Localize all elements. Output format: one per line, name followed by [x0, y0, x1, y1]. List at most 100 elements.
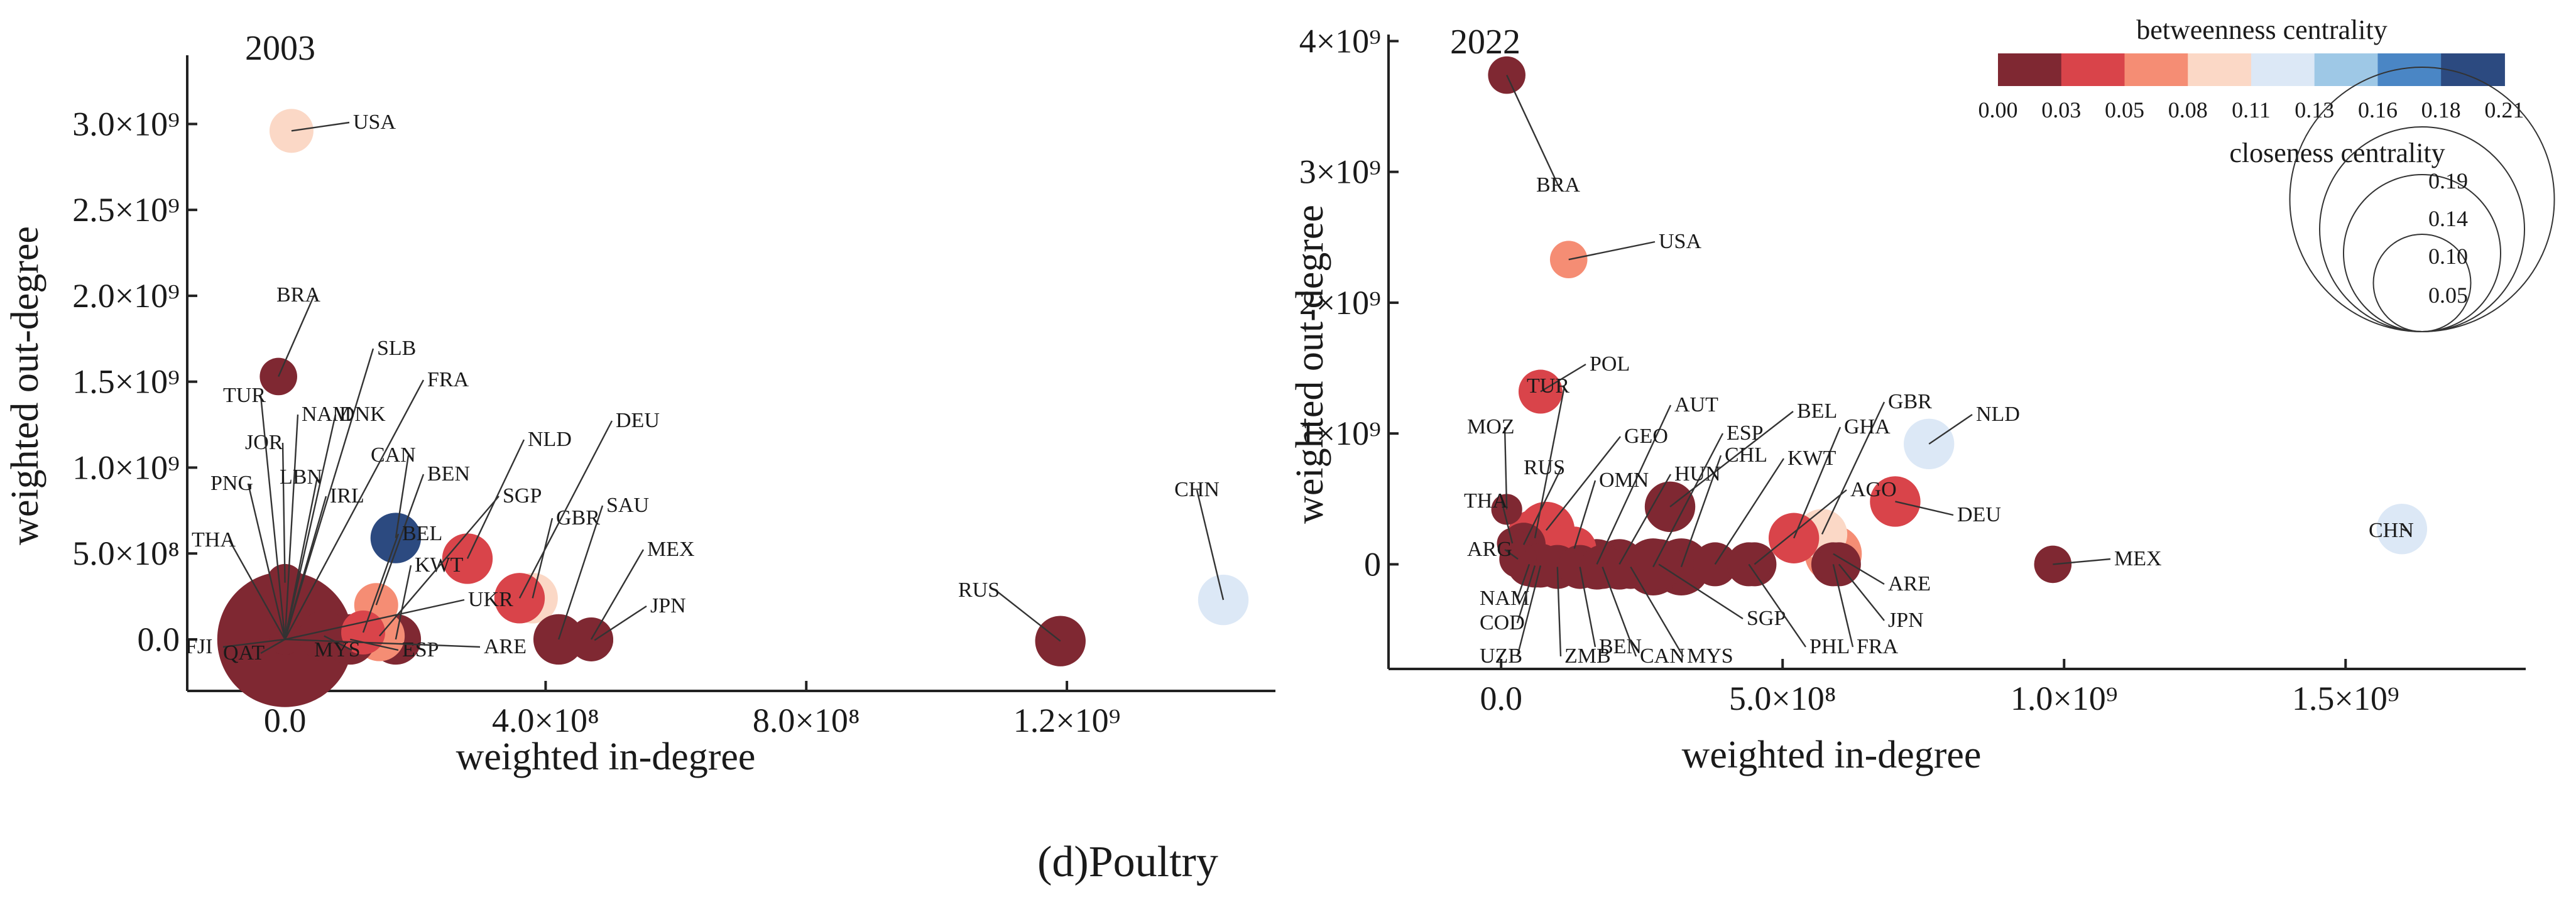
- point-label-ukr: UKR: [468, 588, 513, 611]
- point-label-are: ARE: [484, 635, 527, 658]
- legend-swatch: [2377, 53, 2442, 86]
- y-axis-title: weighted out-degree: [1289, 205, 1331, 524]
- leader-line-jor: [281, 442, 286, 583]
- x-axis-title: weighted in-degree: [1682, 734, 1982, 776]
- point-label-ago: AGO: [1850, 478, 1897, 501]
- betweenness-tick-label: 0.16: [2358, 97, 2398, 122]
- point-label-bra: BRA: [276, 283, 320, 307]
- leader-line-nam: [284, 414, 299, 640]
- bubble-usa: [1549, 241, 1588, 278]
- leader-line-gha: [1793, 426, 1842, 539]
- point-label-arg: ARG: [1467, 538, 1512, 561]
- betweenness-tick-label: 0.18: [2421, 97, 2461, 122]
- point-label-zmb: ZMB: [1564, 644, 1611, 668]
- figure-caption: (d)Poultry: [1037, 838, 1218, 886]
- point-label-jpn: JPN: [650, 594, 686, 617]
- closeness-tick-label: 0.05: [2428, 283, 2468, 308]
- point-label-are: ARE: [1888, 572, 1931, 595]
- panel-title: 2003: [245, 29, 315, 68]
- point-label-esp: ESP: [1727, 421, 1764, 445]
- panel-title: 2022: [1450, 23, 1520, 62]
- point-label-nld: NLD: [1976, 403, 2020, 426]
- closeness-tick-label: 0.10: [2428, 244, 2468, 269]
- leader-line-bel: [362, 533, 400, 633]
- leader-line-hun: [1618, 474, 1672, 565]
- point-label-sau: SAU: [606, 494, 649, 517]
- closeness-tick-label: 0.14: [2428, 206, 2468, 231]
- leader-line-usa: [291, 121, 350, 132]
- point-label-pol: POL: [1590, 352, 1630, 376]
- point-label-ben: BEN: [427, 462, 470, 486]
- leader-line-can: [395, 455, 410, 538]
- point-label-sgp: SGP: [1747, 607, 1786, 630]
- point-label-dnk: DNK: [339, 403, 386, 426]
- leader-line-arg: [1504, 549, 1519, 560]
- legend-swatch: [2061, 53, 2126, 86]
- closeness-legend-title: closeness centrality: [2229, 138, 2445, 168]
- leader-line-omn: [1573, 480, 1596, 549]
- y-tick-label: 3×10⁹: [1299, 153, 1381, 191]
- leader-line-deu: [518, 420, 613, 599]
- x-axis-title: weighted in-degree: [456, 736, 756, 778]
- legend-swatch: [2188, 53, 2252, 86]
- point-label-deu: DEU: [1957, 503, 2001, 526]
- legend-swatch: [2251, 53, 2315, 86]
- point-label-kwt: KWT: [415, 553, 464, 577]
- point-label-usa: USA: [1659, 230, 1701, 253]
- point-label-esp: ESP: [402, 638, 439, 661]
- point-label-hun: HUN: [1674, 462, 1721, 486]
- point-label-slb: SLB: [377, 337, 416, 360]
- point-label-gbr: GBR: [556, 506, 600, 530]
- leader-line-mex: [2053, 558, 2111, 565]
- leader-line-slb: [284, 348, 374, 640]
- leader-line-jpn: [1838, 563, 1885, 621]
- leader-line-are: [285, 638, 481, 648]
- y-tick-label: 1.5×10⁹: [72, 363, 180, 401]
- leader-line-bel: [1669, 411, 1794, 508]
- point-label-rus: RUS: [1524, 456, 1565, 479]
- point-label-tha: THA: [192, 528, 236, 551]
- point-label-nam: NAM: [302, 403, 351, 426]
- leader-line-lbn: [284, 477, 319, 640]
- closeness-size-circle: [2343, 174, 2501, 332]
- leader-line-deu: [1895, 501, 1954, 516]
- point-label-can: CAN: [371, 443, 416, 467]
- point-label-tur: TUR: [223, 384, 266, 407]
- leader-line-ben: [1579, 567, 1596, 648]
- y-tick-label: 2.0×10⁹: [72, 277, 180, 315]
- betweenness-tick-label: 0.08: [2168, 97, 2208, 122]
- legend-swatch: [2314, 53, 2379, 86]
- x-tick-label: 1.2×10⁹: [1013, 702, 1121, 739]
- point-label-chl: CHL: [1725, 443, 1767, 467]
- leader-line-tur: [259, 395, 286, 640]
- point-label-bel: BEL: [1797, 399, 1837, 423]
- leader-line-chl: [1680, 455, 1722, 567]
- x-tick-label: 0.0: [264, 702, 307, 739]
- point-label-usa: USA: [353, 111, 396, 134]
- legend-swatch: [1998, 53, 2062, 86]
- leader-line-sgp: [1658, 563, 1744, 620]
- leader-line-uzb: [1516, 565, 1542, 657]
- closeness-tick-label: 0.19: [2428, 168, 2468, 193]
- point-label-bel: BEL: [402, 522, 442, 545]
- point-label-chn: CHN: [1174, 478, 1220, 501]
- betweenness-tick-label: 0.21: [2484, 97, 2524, 122]
- leader-line-fra: [284, 379, 425, 640]
- leader-line-are: [1833, 553, 1885, 585]
- leader-line-cod: [1516, 565, 1536, 624]
- leader-line-chn: [1196, 489, 1225, 600]
- leader-line-bra: [278, 295, 315, 377]
- leader-line-tha: [1500, 501, 1514, 544]
- leader-line-aut: [1596, 405, 1672, 565]
- point-label-moz: MOZ: [1467, 415, 1515, 438]
- point-label-cod: COD: [1480, 611, 1525, 634]
- point-label-phl: PHL: [1809, 635, 1850, 658]
- point-label-qat: QAT: [223, 641, 265, 665]
- leader-line-mex: [590, 549, 645, 640]
- leader-line-rus: [1522, 467, 1563, 545]
- legend-swatch: [2441, 53, 2505, 86]
- leader-line-ago: [1754, 489, 1847, 565]
- leader-line-ukr: [285, 599, 465, 641]
